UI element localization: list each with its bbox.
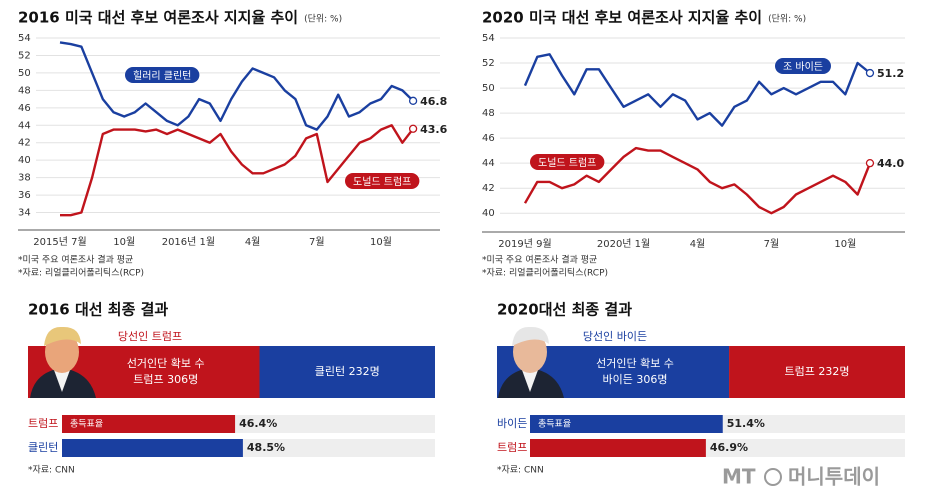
x-tick-label: 2015년 7월	[33, 236, 86, 248]
vote-label: 48.5%	[247, 441, 285, 454]
electoral-bar	[259, 346, 435, 398]
result-title: 2016 대선 최종 결과	[28, 301, 168, 319]
candidate-name: 바이든	[497, 417, 527, 430]
vote-label: 46.9%	[710, 441, 748, 454]
y-tick-label: 54	[482, 33, 495, 44]
electoral-loser: 클린턴 232명	[315, 365, 380, 378]
y-tick-label: 54	[18, 33, 31, 44]
end-point	[408, 96, 418, 105]
vote-label: 46.4%	[239, 417, 277, 430]
electoral-bar	[729, 346, 905, 398]
electoral-winner: 바이든 306명	[603, 373, 668, 386]
electoral-loser: 트럼프 232명	[785, 365, 850, 378]
electoral-winner: 트럼프 306명	[133, 373, 198, 386]
vote-caption: 총득표율	[538, 419, 571, 430]
y-tick-label: 44	[482, 158, 495, 169]
logo-name: 머니투데이	[788, 465, 880, 489]
x-tick-label: 2019년 9월	[498, 238, 551, 250]
vote-bar	[62, 439, 243, 457]
series-label-box	[530, 154, 605, 170]
series-label-box	[775, 58, 831, 74]
chart-subtitle: (단위: %)	[768, 14, 806, 25]
y-tick-label: 52	[482, 58, 495, 69]
series-label: 도널드 트럼프	[538, 156, 596, 169]
series-label: 조 바이든	[783, 61, 823, 73]
x-tick-label: 10월	[834, 238, 856, 250]
logo-mark: MT	[722, 465, 756, 489]
photo-shirt	[54, 370, 70, 392]
y-tick-label: 48	[18, 85, 31, 96]
electoral-caption: 선거인단 확보 수	[596, 357, 674, 370]
y-tick-label: 40	[18, 155, 31, 166]
photo-hair	[44, 326, 81, 346]
x-tick-label: 4월	[245, 236, 261, 248]
footnote: *자료: 리얼클리어폴리틱스(RCP)	[482, 267, 608, 279]
vote-caption: 총득표율	[70, 419, 103, 430]
y-tick-label: 44	[18, 120, 31, 131]
logo-dot	[764, 468, 782, 486]
data-label: 43.6	[420, 123, 447, 136]
y-tick-label: 40	[482, 208, 495, 219]
footnote: *자료: 리얼클리어폴리틱스(RCP)	[18, 267, 144, 279]
winner-label: 당선인 바이든	[583, 330, 647, 343]
end-point	[408, 124, 418, 133]
y-tick-label: 42	[482, 183, 495, 194]
x-tick-label: 7월	[764, 238, 780, 250]
x-tick-label: 10월	[113, 236, 135, 248]
series-label-box	[345, 173, 420, 189]
y-tick-label: 38	[18, 173, 31, 184]
y-tick-label: 50	[482, 83, 495, 94]
y-tick-label: 48	[482, 108, 495, 119]
y-tick-label: 46	[482, 133, 495, 144]
series-line	[523, 53, 871, 127]
series-label: 힐러리 클린턴	[133, 69, 191, 82]
x-tick-label: 10월	[370, 236, 392, 248]
y-tick-label: 46	[18, 103, 31, 114]
vote-bar	[530, 415, 723, 433]
y-tick-label: 36	[18, 190, 31, 201]
data-label: 46.8	[420, 95, 447, 108]
source: *자료: CNN	[497, 465, 544, 476]
series-line	[60, 124, 415, 217]
source: *자료: CNN	[28, 465, 75, 476]
end-point	[865, 159, 875, 168]
x-tick-label: 2016년 1월	[162, 236, 215, 248]
footnote: *미국 주요 여론조사 결과 평균	[18, 254, 133, 266]
vote-bar	[62, 415, 236, 433]
candidate-name: 트럼프	[497, 441, 527, 454]
y-tick-label: 42	[18, 138, 31, 149]
x-tick-label: 4월	[690, 238, 706, 250]
candidate-name: 트럼프	[28, 417, 58, 430]
chart-title: 2020 미국 대선 후보 여론조사 지지율 추이	[482, 9, 762, 27]
candidate-name: 클린턴	[28, 441, 58, 454]
electoral-caption: 선거인단 확보 수	[127, 357, 205, 370]
x-tick-label: 2020년 1월	[597, 238, 650, 250]
chart-subtitle: (단위: %)	[304, 14, 342, 25]
data-label: 51.2	[877, 67, 904, 80]
data-label: 44.0	[877, 157, 904, 170]
vote-label: 51.4%	[727, 417, 765, 430]
footnote: *미국 주요 여론조사 결과 평균	[482, 254, 597, 266]
photo-shirt	[522, 370, 538, 392]
photo-hair	[512, 326, 549, 346]
result-title: 2020대선 최종 결과	[497, 301, 632, 319]
series-line	[523, 146, 872, 215]
end-point	[865, 68, 875, 78]
y-tick-label: 52	[18, 50, 31, 61]
winner-label: 당선인 트럼프	[118, 330, 182, 343]
series-label-box	[125, 67, 200, 83]
y-tick-label: 34	[18, 208, 31, 219]
x-tick-label: 7월	[309, 236, 325, 248]
series-line	[59, 41, 414, 131]
chart-title: 2016 미국 대선 후보 여론조사 지지율 추이	[18, 9, 298, 27]
series-label: 도널드 트럼프	[353, 175, 411, 188]
vote-bar	[530, 439, 706, 457]
y-tick-label: 50	[18, 68, 31, 79]
